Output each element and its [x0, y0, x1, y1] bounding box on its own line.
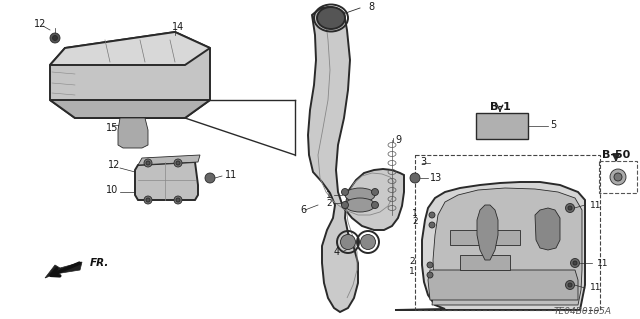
Ellipse shape [317, 7, 345, 29]
Text: 2: 2 [326, 198, 332, 207]
Text: TE04B0105A: TE04B0105A [554, 308, 612, 316]
Circle shape [568, 206, 572, 210]
Text: 3: 3 [420, 157, 426, 167]
Circle shape [174, 159, 182, 167]
Text: 8: 8 [368, 2, 374, 12]
Text: 15: 15 [106, 123, 118, 133]
Polygon shape [477, 205, 498, 260]
Circle shape [146, 161, 150, 165]
Text: B-1: B-1 [490, 102, 510, 112]
Ellipse shape [360, 234, 376, 249]
Text: 1: 1 [412, 209, 418, 218]
Polygon shape [50, 32, 210, 118]
Polygon shape [308, 7, 404, 312]
Polygon shape [135, 162, 198, 200]
Polygon shape [450, 230, 520, 245]
Ellipse shape [340, 234, 355, 249]
Circle shape [427, 272, 433, 278]
Circle shape [371, 189, 378, 196]
Circle shape [146, 198, 150, 202]
Circle shape [205, 173, 215, 183]
Polygon shape [118, 118, 148, 148]
Text: 12: 12 [108, 160, 120, 170]
Circle shape [429, 222, 435, 228]
Circle shape [614, 173, 622, 181]
Text: 11: 11 [590, 284, 602, 293]
Text: 2: 2 [410, 257, 415, 266]
Circle shape [371, 202, 378, 209]
Polygon shape [45, 262, 82, 278]
Text: 14: 14 [172, 22, 184, 32]
Text: 4: 4 [334, 247, 340, 257]
Text: 1: 1 [326, 190, 332, 199]
Ellipse shape [345, 198, 375, 212]
Circle shape [568, 283, 572, 287]
FancyBboxPatch shape [476, 113, 528, 139]
Circle shape [566, 204, 575, 212]
Circle shape [573, 261, 577, 265]
Text: 2: 2 [412, 218, 418, 226]
Polygon shape [428, 270, 578, 300]
Circle shape [566, 280, 575, 290]
Text: B-50: B-50 [602, 150, 630, 160]
Polygon shape [432, 188, 582, 305]
Circle shape [144, 159, 152, 167]
Text: 10: 10 [106, 185, 118, 195]
Circle shape [176, 161, 180, 165]
Circle shape [342, 202, 349, 209]
Polygon shape [138, 155, 200, 165]
Circle shape [342, 189, 349, 196]
Circle shape [176, 198, 180, 202]
Polygon shape [50, 32, 210, 65]
Polygon shape [395, 182, 585, 310]
Text: 6: 6 [300, 205, 306, 215]
Polygon shape [535, 208, 560, 250]
Circle shape [174, 196, 182, 204]
Text: 13: 13 [430, 173, 442, 183]
Circle shape [427, 262, 433, 268]
Text: 11: 11 [597, 258, 609, 268]
Circle shape [429, 212, 435, 218]
Text: 1: 1 [409, 268, 415, 277]
Text: 12: 12 [34, 19, 46, 29]
Circle shape [50, 33, 60, 43]
Circle shape [570, 258, 579, 268]
Circle shape [52, 35, 58, 41]
Text: 11: 11 [225, 170, 237, 180]
Text: 9: 9 [395, 135, 401, 145]
Polygon shape [460, 255, 510, 270]
Polygon shape [50, 100, 210, 118]
Text: 11: 11 [590, 201, 602, 210]
Text: 5: 5 [550, 120, 556, 130]
Ellipse shape [345, 188, 375, 202]
Circle shape [610, 169, 626, 185]
Circle shape [144, 196, 152, 204]
Text: FR.: FR. [90, 258, 109, 268]
Circle shape [410, 173, 420, 183]
